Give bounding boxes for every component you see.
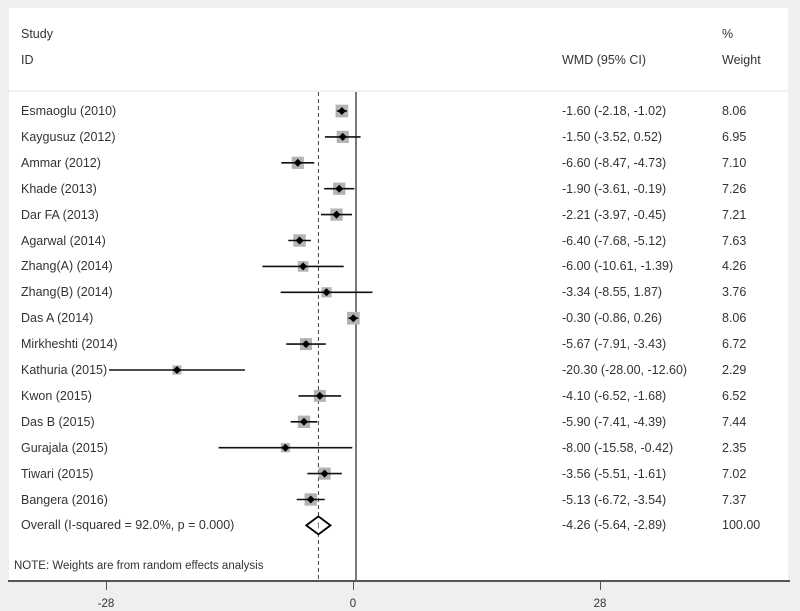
- study-label: Gurajala (2015): [21, 440, 108, 455]
- point-estimate-marker: [293, 158, 302, 167]
- study-label: Khade (2013): [21, 181, 97, 196]
- study-estimate: -2.21 (-3.97, -0.45): [562, 207, 667, 222]
- weight-header-line2: Weight: [722, 53, 761, 67]
- overall-estimate: -4.26 (-5.64, -2.89): [562, 518, 667, 533]
- x-tick-label: -28: [97, 598, 115, 610]
- study-weight: 2.29: [722, 363, 747, 377]
- point-estimate-marker: [299, 262, 308, 271]
- study-label: Bangera (2016): [21, 492, 108, 507]
- study-label: Zhang(B) (2014): [21, 285, 113, 300]
- study-weight: 3.76: [722, 285, 747, 300]
- study-weight: 4.26: [722, 259, 747, 274]
- point-estimate-marker: [315, 391, 324, 400]
- point-estimate-marker: [281, 443, 290, 452]
- study-weight: 7.10: [722, 155, 747, 170]
- study-estimate: -3.34 (-8.55, 1.87): [562, 285, 663, 300]
- study-weight: 7.02: [722, 466, 747, 481]
- study-estimate: -1.50 (-3.52, 0.52): [562, 129, 663, 144]
- study-estimate: -8.00 (-15.58, -0.42): [562, 440, 674, 455]
- point-estimate-marker: [322, 288, 331, 297]
- study-weight: 7.21: [722, 207, 747, 222]
- point-estimate-marker: [332, 210, 341, 219]
- study-label: Esmaoglu (2010): [21, 104, 117, 118]
- study-label: Kathuria (2015): [21, 363, 108, 377]
- study-label: Das B (2015): [21, 414, 95, 429]
- study-label: Das A (2014): [21, 311, 94, 326]
- overall-label: Overall (I-squared = 92.0%, p = 0.000): [21, 518, 235, 533]
- weight-header-line1: %: [722, 27, 734, 41]
- study-label: Tiwari (2015): [21, 466, 94, 481]
- x-tick: [106, 582, 107, 590]
- study-weight: 7.63: [722, 233, 747, 248]
- study-label: Zhang(A) (2014): [21, 259, 113, 274]
- x-tick-label: 28: [593, 598, 607, 610]
- point-estimate-marker: [338, 132, 347, 141]
- x-tick: [353, 582, 354, 590]
- study-weight: 2.35: [722, 440, 747, 455]
- point-estimate-marker: [295, 236, 304, 245]
- study-weight: 8.06: [722, 104, 747, 118]
- study-label: Dar FA (2013): [21, 207, 99, 222]
- study-estimate: -5.90 (-7.41, -4.39): [562, 414, 667, 429]
- plot-panel: [9, 92, 788, 580]
- x-tick-label: 0: [349, 598, 357, 610]
- point-estimate-marker: [306, 495, 315, 504]
- point-estimate-marker: [349, 314, 358, 323]
- study-weight: 6.52: [722, 388, 747, 403]
- overall-weight: 100.00: [722, 518, 761, 533]
- study-label: Ammar (2012): [21, 155, 101, 170]
- x-tick: [600, 582, 601, 590]
- study-estimate: -6.60 (-8.47, -4.73): [562, 155, 667, 170]
- point-estimate-marker: [335, 184, 344, 193]
- study-header-line1: Study: [21, 27, 53, 41]
- study-label: Kaygusuz (2012): [21, 129, 116, 144]
- effect-header: WMD (95% CI): [562, 53, 647, 67]
- point-estimate-marker: [299, 417, 308, 426]
- study-header-line2: ID: [21, 53, 34, 67]
- study-estimate: -4.10 (-6.52, -1.68): [562, 388, 667, 403]
- point-estimate-marker: [337, 107, 346, 115]
- study-estimate: -5.67 (-7.91, -3.43): [562, 337, 667, 352]
- study-estimate: -6.00 (-10.61, -1.39): [562, 259, 674, 274]
- study-weight: 6.95: [722, 129, 747, 144]
- study-estimate: -0.30 (-0.86, 0.26): [562, 311, 663, 326]
- study-label: Agarwal (2014): [21, 233, 106, 248]
- point-estimate-marker: [320, 469, 329, 478]
- footnote: NOTE: Weights are from random effects an…: [14, 560, 264, 572]
- x-axis: [8, 580, 790, 582]
- study-weight: 6.72: [722, 337, 747, 352]
- study-label: Kwon (2015): [21, 388, 92, 403]
- study-estimate: -1.90 (-3.61, -0.19): [562, 181, 667, 196]
- header-panel: [9, 8, 788, 90]
- study-estimate: -5.13 (-6.72, -3.54): [562, 492, 667, 507]
- study-estimate: -20.30 (-28.00, -12.60): [562, 363, 688, 377]
- study-weight: 7.26: [722, 181, 747, 196]
- study-weight: 7.44: [722, 414, 747, 429]
- study-weight: 8.06: [722, 311, 747, 326]
- point-estimate-marker: [301, 340, 310, 349]
- study-weight: 7.37: [722, 492, 747, 507]
- point-estimate-marker: [172, 366, 181, 374]
- study-label: Mirkheshti (2014): [21, 337, 118, 352]
- study-estimate: -1.60 (-2.18, -1.02): [562, 104, 667, 118]
- study-estimate: -6.40 (-7.68, -5.12): [562, 233, 667, 248]
- study-estimate: -3.56 (-5.51, -1.61): [562, 466, 667, 481]
